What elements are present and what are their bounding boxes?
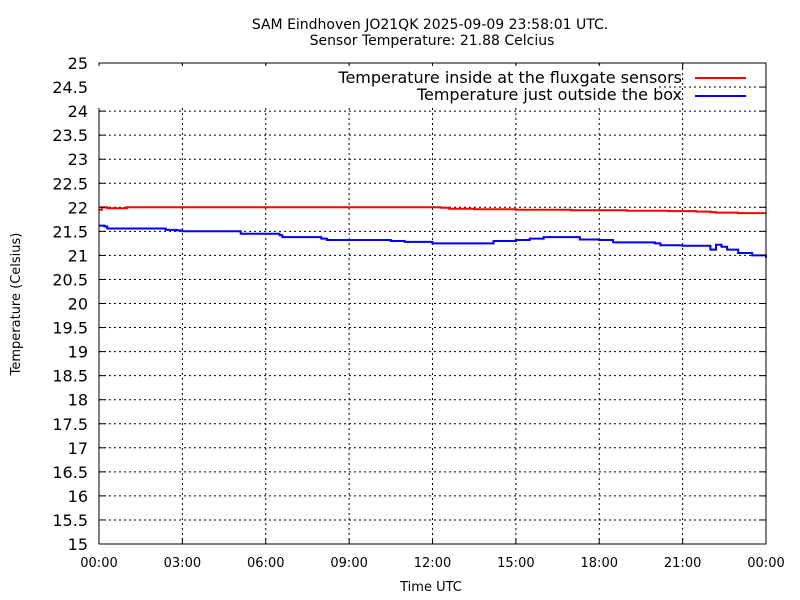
- series-line-1: [99, 224, 767, 258]
- y-tick-label: 24.5: [52, 78, 88, 97]
- y-tick-label: 25: [68, 54, 88, 73]
- x-tick-label: 15:00: [497, 556, 534, 571]
- y-tick-label: 19.5: [52, 319, 88, 338]
- chart-subtitle: Sensor Temperature: 21.88 Celcius: [310, 33, 555, 49]
- tick-marks: [98, 62, 767, 545]
- x-tick-label: 12:00: [414, 556, 451, 571]
- x-tick-label: 03:00: [164, 556, 201, 571]
- x-axis-label: Time UTC: [399, 580, 462, 595]
- y-tick-label: 18: [68, 391, 88, 410]
- series-lines: [99, 206, 767, 258]
- legend: Temperature inside at the fluxgate senso…: [98, 66, 746, 108]
- x-tick-label: 00:00: [80, 556, 117, 571]
- series-line-0: [99, 206, 766, 215]
- y-tick-label: 16.5: [52, 463, 88, 482]
- y-tick-label: 23: [68, 150, 88, 169]
- x-tick-label: 21:00: [664, 556, 701, 571]
- y-tick-label: 20: [68, 295, 88, 314]
- y-tick-label: 15: [68, 535, 88, 554]
- x-tick-label: 06:00: [247, 556, 284, 571]
- legend-background: [98, 66, 658, 108]
- y-tick-label: 22.5: [52, 174, 88, 193]
- y-tick-label: 22: [68, 198, 88, 217]
- y-tick-label: 19: [68, 343, 88, 362]
- legend-label-outside: Temperature just outside the box: [416, 85, 682, 104]
- chart-title: SAM Eindhoven JO21QK 2025-09-09 23:58:01…: [252, 17, 608, 33]
- x-tick-label: 18:00: [581, 556, 618, 571]
- y-tick-label: 18.5: [52, 367, 88, 386]
- y-tick-label: 23.5: [52, 126, 88, 145]
- y-tick-label: 21: [68, 246, 88, 265]
- y-tick-labels: 15 15.5 16 16.5 17 17.5 18 18.5 19 19.5 20 20.5 21 21…: [52, 54, 88, 554]
- x-tick-labels: 00:00 03:00 06:00 09:00 12:00 15:00 18:00 21:00…: [80, 556, 784, 571]
- y-tick-label: 20.5: [52, 270, 88, 289]
- x-tick-label: 09:00: [330, 556, 367, 571]
- y-tick-label: 21.5: [52, 222, 88, 241]
- x-tick-label: 00:00: [747, 556, 784, 571]
- y-tick-label: 24: [68, 102, 88, 121]
- y-tick-label: 17.5: [52, 415, 88, 434]
- y-tick-label: 17: [68, 439, 88, 458]
- y-tick-label: 16: [68, 487, 88, 506]
- y-tick-label: 15.5: [52, 511, 88, 530]
- legend-label-inside: Temperature inside at the fluxgate senso…: [337, 68, 682, 87]
- y-axis-label: Temperature (Celsius): [9, 233, 24, 377]
